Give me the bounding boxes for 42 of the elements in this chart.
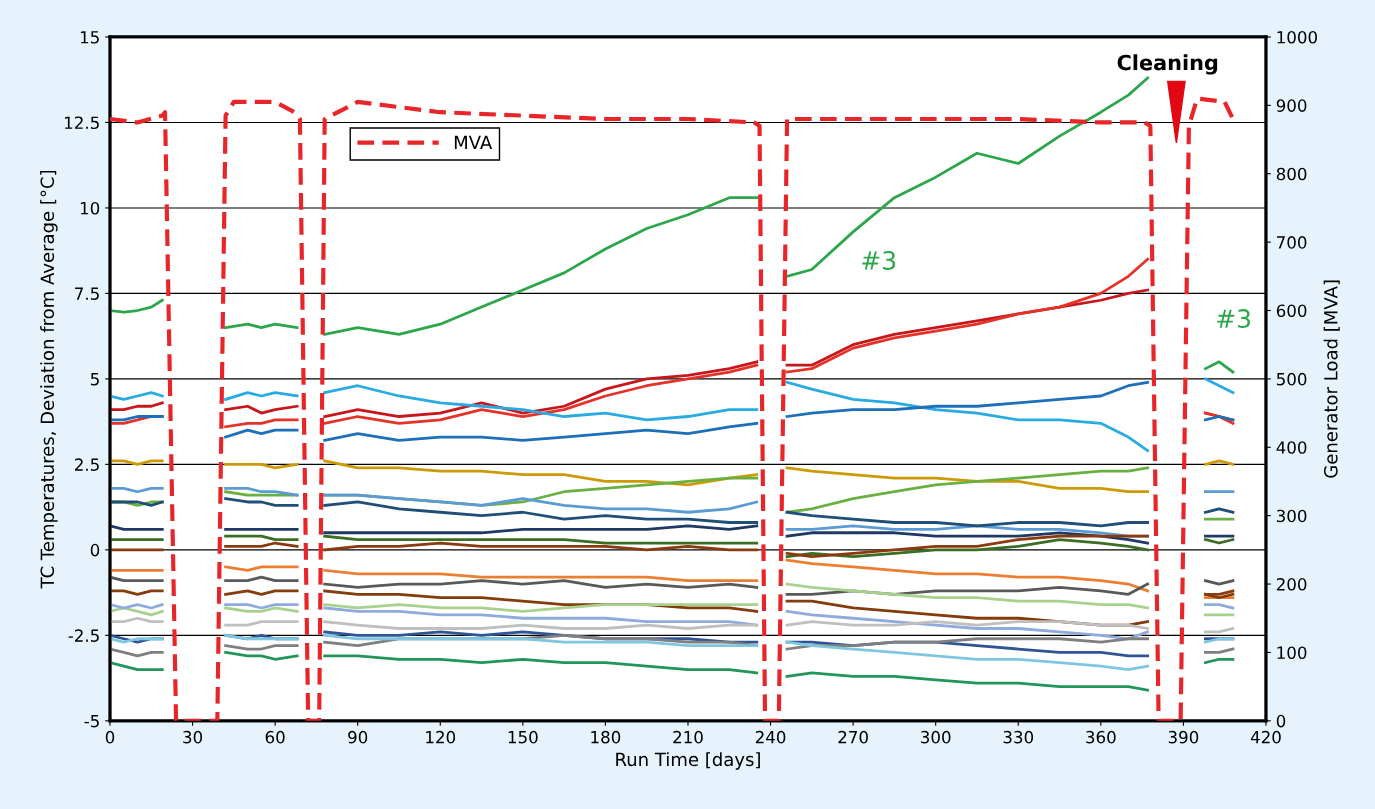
- y-tick-label: -2.5: [68, 629, 99, 642]
- annotation: Cleaning: [1117, 54, 1218, 75]
- y2-axis-title: Generator Load [MVA]: [1323, 280, 1340, 478]
- y-tick-label: 7.5: [75, 287, 99, 300]
- x-tick-label: 30: [183, 730, 203, 744]
- x-tick-label: 120: [426, 730, 456, 744]
- y-tick-label: 5: [90, 373, 99, 386]
- x-tick-label: 240: [755, 730, 786, 744]
- y-tick-label: 15: [80, 31, 99, 44]
- x-tick-label: 330: [1003, 730, 1034, 744]
- y2-tick-label: 800: [1276, 167, 1307, 181]
- y-tick-label: 10: [80, 201, 100, 215]
- annotation: #3: [862, 250, 896, 270]
- x-tick-label: 0: [105, 730, 115, 744]
- y-tick-label: 0: [90, 543, 100, 557]
- y2-tick-label: 600: [1276, 304, 1307, 318]
- x-tick-label: 270: [838, 730, 868, 744]
- x-tick-label: 420: [1250, 730, 1281, 744]
- y2-tick-label: 900: [1276, 99, 1307, 112]
- x-tick-label: 360: [1086, 730, 1116, 744]
- x-tick-label: 60: [265, 730, 285, 744]
- y2-tick-label: 700: [1277, 236, 1307, 249]
- y-tick-label: -5: [84, 715, 99, 728]
- y2-tick-label: 200: [1276, 578, 1307, 591]
- x-tick-label: 210: [673, 730, 703, 744]
- legend-label: MVA: [454, 135, 493, 149]
- y2-tick-label: 500: [1276, 372, 1307, 386]
- y2-tick-label: 300: [1276, 509, 1307, 523]
- y2-tick-label: 100: [1277, 646, 1307, 659]
- x-tick-label: 390: [1168, 730, 1199, 744]
- y2-tick-label: 0: [1276, 714, 1286, 728]
- x-tick-label: 150: [508, 730, 538, 744]
- x-tick-label: 300: [921, 730, 951, 744]
- y-tick-label: 2.5: [74, 458, 99, 471]
- x-axis-title: Run Time [days]: [616, 752, 760, 770]
- y-tick-label: 12.5: [65, 116, 99, 130]
- y2-tick-label: 400: [1276, 441, 1307, 454]
- x-tick-label: 90: [348, 730, 368, 744]
- x-tick-label: 180: [591, 730, 621, 744]
- y-axis-title: TC Temperatures, Deviation from Average [°C]: [40, 170, 58, 589]
- annotation: #3: [1217, 309, 1251, 329]
- y2-tick-label: 1000: [1277, 30, 1317, 44]
